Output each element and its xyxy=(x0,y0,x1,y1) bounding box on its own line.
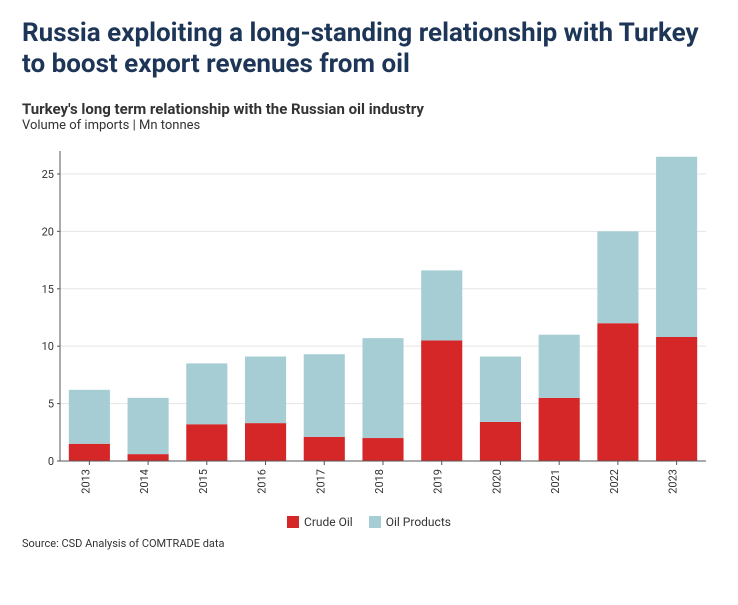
legend-swatch xyxy=(287,516,299,528)
bar-segment xyxy=(480,357,521,422)
bar-segment xyxy=(245,357,286,424)
bar-segment xyxy=(69,444,110,461)
bar-segment xyxy=(656,157,697,337)
svg-text:10: 10 xyxy=(42,341,54,354)
bar-segment xyxy=(421,271,462,341)
bar-segment xyxy=(480,422,521,461)
x-tick-label: 2015 xyxy=(197,469,210,494)
svg-text:25: 25 xyxy=(42,168,54,181)
legend-label: Crude Oil xyxy=(304,515,353,529)
x-tick-label: 2022 xyxy=(608,469,621,494)
x-tick-label: 2016 xyxy=(256,469,269,494)
bar-segment xyxy=(597,324,638,462)
bar-segment xyxy=(128,454,169,461)
bar-segment xyxy=(539,398,580,461)
x-tick-label: 2018 xyxy=(373,469,386,494)
svg-text:15: 15 xyxy=(42,283,54,296)
legend-item: Oil Products xyxy=(369,515,451,529)
x-tick-label: 2021 xyxy=(549,469,562,494)
bar-segment xyxy=(69,390,110,444)
bar-segment xyxy=(186,425,227,462)
bar-segment xyxy=(539,335,580,398)
bar-segment xyxy=(304,355,345,438)
x-tick-label: 2014 xyxy=(138,469,151,494)
stacked-bar-chart: 0 5 10 15 20 25 2013 2014 2015 2016 2017 2018 2019 20… xyxy=(22,141,716,511)
legend-item: Crude Oil xyxy=(287,515,353,529)
source-text: Source: CSD Analysis of COMTRADE data xyxy=(22,537,716,550)
chart-subtitle: Turkey's long term relationship with the… xyxy=(22,100,716,118)
chart-subcaption: Volume of imports | Mn tonnes xyxy=(22,118,716,133)
bar-segment xyxy=(362,339,403,439)
bar-segment xyxy=(245,423,286,461)
x-tick-label: 2019 xyxy=(432,469,445,494)
x-tick-label: 2023 xyxy=(667,469,680,494)
legend-label: Oil Products xyxy=(386,515,451,529)
bar-segment xyxy=(597,232,638,324)
legend-swatch xyxy=(369,516,381,528)
bar-segment xyxy=(362,438,403,461)
svg-text:0: 0 xyxy=(48,455,54,468)
bar-segment xyxy=(304,437,345,461)
x-tick-label: 2017 xyxy=(314,469,327,494)
svg-text:20: 20 xyxy=(42,226,54,239)
bar-segment xyxy=(656,337,697,461)
x-tick-label: 2013 xyxy=(79,469,92,494)
legend: Crude Oil Oil Products xyxy=(22,515,716,531)
bar-segment xyxy=(421,341,462,462)
chart-container: Russia exploiting a long-standing relati… xyxy=(0,0,738,560)
bar-segment xyxy=(128,398,169,454)
bar-segment xyxy=(186,364,227,425)
chart-area: 0 5 10 15 20 25 2013 2014 2015 2016 2017 2018 2019 20… xyxy=(22,141,716,531)
headline: Russia exploiting a long-standing relati… xyxy=(22,18,716,80)
x-tick-label: 2020 xyxy=(490,469,503,494)
svg-text:5: 5 xyxy=(48,398,54,411)
